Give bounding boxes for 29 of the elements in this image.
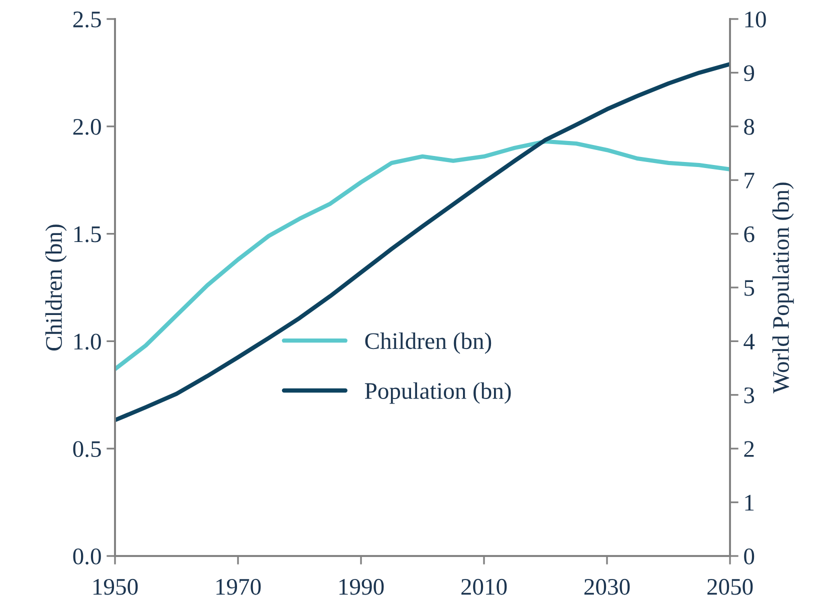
y2-tick-label: 3 (744, 387, 754, 404)
y2-tick-label: 5 (744, 280, 754, 296)
y2-tick-label: 9 (744, 65, 754, 82)
x-tick-label: 1950 (93, 578, 138, 595)
line-series (115, 62, 730, 422)
x-tick-label: 1970 (216, 578, 261, 595)
y-axis-title: Children (bn) (45, 224, 67, 350)
y2-tick-label: 10 (745, 11, 766, 28)
legend-label: Population (bn) (364, 382, 511, 404)
x-tick-label: 2050 (707, 578, 753, 595)
x-tick-label: 2010 (461, 578, 507, 595)
y2-tick-label: 8 (744, 118, 754, 135)
y2-tick-label: 2 (744, 441, 754, 457)
y-tick-label: 1.5 (74, 226, 101, 242)
y-tick-label: 1.0 (74, 334, 101, 350)
y-tick-label: 2.5 (73, 12, 101, 28)
y2-tick-label: 1 (745, 494, 754, 510)
y2-tick-label: 6 (744, 226, 754, 242)
y-tick-label: 0.0 (73, 548, 101, 565)
legend-label: Children (bn) (365, 332, 492, 354)
x-tick-label: 1990 (339, 578, 384, 595)
line-series (115, 139, 730, 372)
y2-tick-label: 0 (744, 548, 754, 564)
y2-tick-label: 7 (744, 172, 754, 188)
y2-axis-title: World Population (bn) (772, 182, 794, 394)
y2-tick-label: 4 (744, 334, 755, 350)
x-tick-label: 2030 (584, 578, 630, 595)
y-tick-label: 0.5 (73, 441, 101, 458)
y-tick-label: 2.0 (73, 118, 101, 135)
